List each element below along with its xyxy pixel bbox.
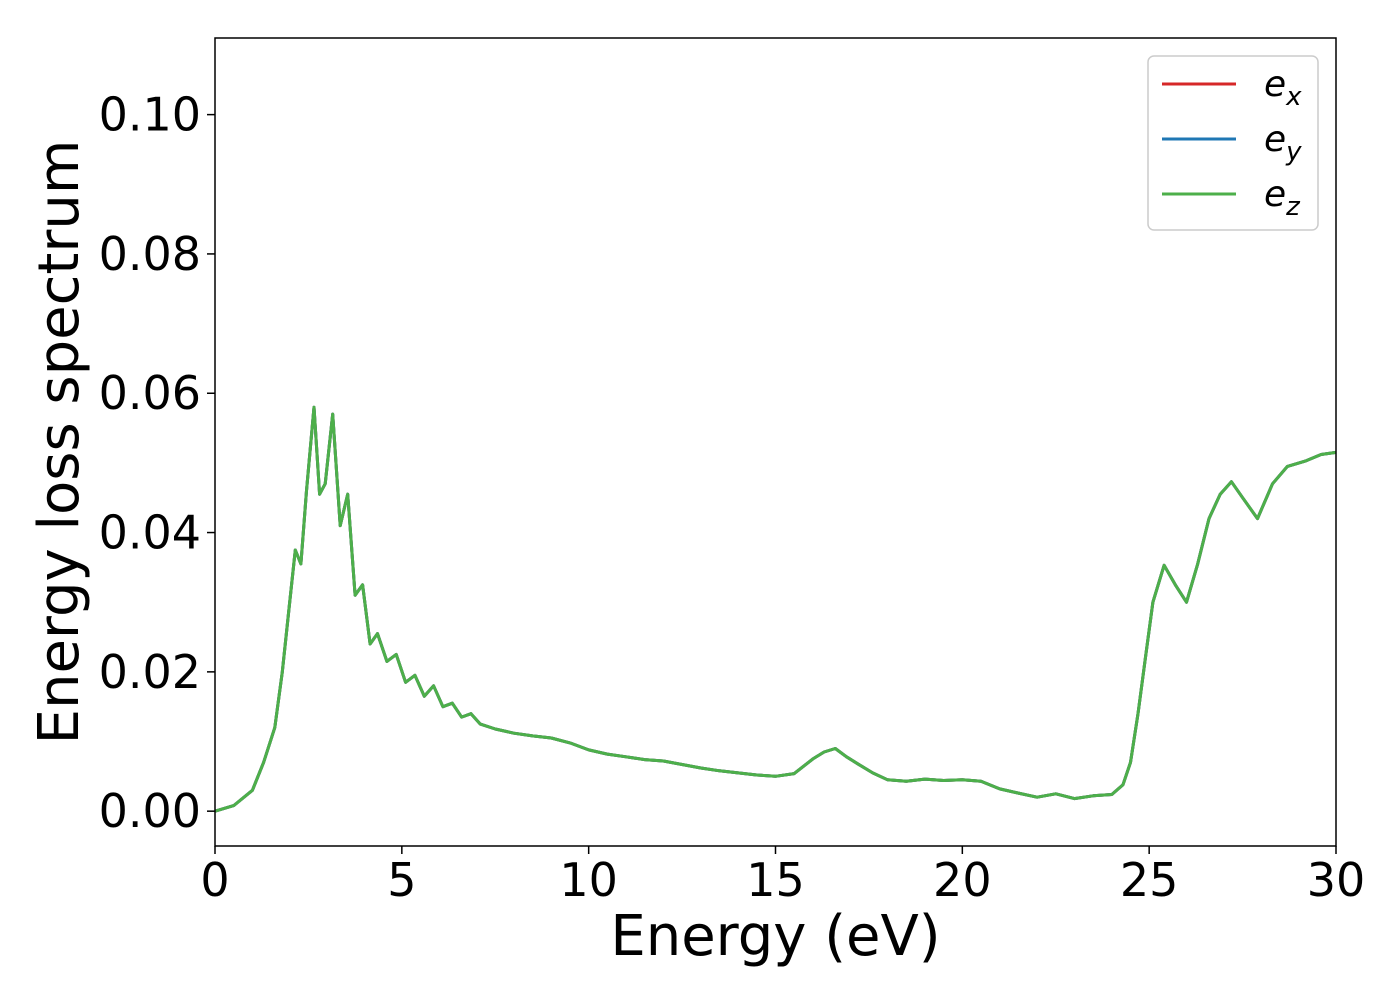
legend-label-ey: ey [1264, 119, 1302, 167]
x-tick-label: 30 [1307, 853, 1366, 907]
y-tick-label: 0.04 [99, 506, 201, 560]
y-axis-title: Energy loss spectrum [27, 140, 92, 745]
x-axis: 0 5 10 15 20 25 30 [200, 846, 1365, 907]
legend-label-ez: ez [1264, 174, 1301, 222]
series-layer [214, 405, 1337, 813]
x-tick-label: 5 [387, 853, 416, 907]
y-tick-label: 0.06 [99, 366, 201, 420]
y-tick-label: 0.00 [99, 784, 201, 838]
y-tick-label: 0.02 [99, 645, 201, 699]
y-axis: 0.00 0.02 0.04 0.06 0.08 0.10 [99, 88, 215, 838]
series-line-ey [214, 405, 1337, 813]
y-tick-label: 0.08 [99, 227, 201, 281]
x-tick-label: 10 [559, 853, 618, 907]
x-tick-label: 25 [1120, 853, 1179, 907]
legend-label-ex: ex [1264, 64, 1302, 112]
series-line-ez [214, 405, 1337, 813]
x-tick-label: 0 [200, 853, 229, 907]
x-tick-label: 20 [933, 853, 992, 907]
y-tick-label: 0.10 [99, 88, 201, 142]
legend: ex ey ez [1147, 55, 1319, 231]
series-line-ex [214, 405, 1337, 813]
x-tick-label: 15 [746, 853, 805, 907]
x-axis-title: Energy (eV) [610, 904, 940, 969]
legend-box [1147, 55, 1319, 231]
